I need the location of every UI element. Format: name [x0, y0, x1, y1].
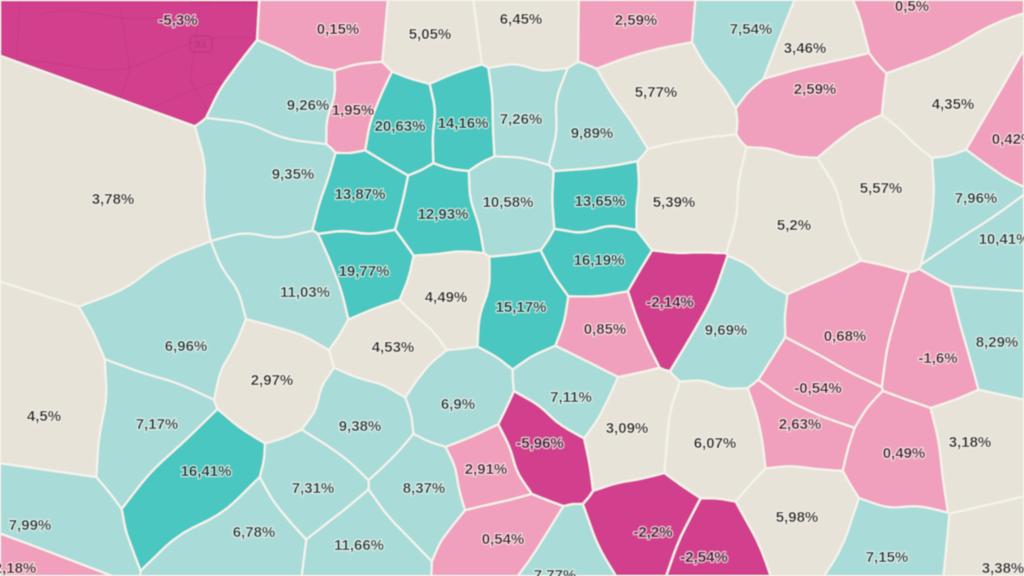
svg-text:5,77%: 5,77%	[635, 84, 678, 101]
svg-text:2,59%: 2,59%	[615, 12, 658, 29]
svg-text:0,15%: 0,15%	[317, 21, 360, 38]
svg-text:6,96%: 6,96%	[165, 338, 208, 355]
svg-text:0,68%: 0,68%	[824, 328, 867, 345]
svg-text:7,77%: 7,77%	[534, 567, 577, 576]
svg-text:3,18%: 3,18%	[949, 434, 992, 451]
svg-text:4,5%: 4,5%	[27, 408, 61, 425]
svg-text:7,31%: 7,31%	[292, 480, 335, 497]
svg-text:5,05%: 5,05%	[409, 26, 452, 43]
svg-text:4,35%: 4,35%	[932, 96, 975, 113]
svg-text:9,35%: 9,35%	[272, 166, 315, 183]
svg-text:1,95%: 1,95%	[332, 102, 375, 119]
svg-text:7,11%: 7,11%	[550, 389, 592, 406]
svg-text:6,07%: 6,07%	[694, 435, 737, 452]
svg-text:5,57%: 5,57%	[860, 180, 903, 197]
svg-text:-0,54%: -0,54%	[794, 380, 842, 397]
svg-text:3,09%: 3,09%	[606, 420, 649, 437]
svg-text:0,42%: 0,42%	[992, 131, 1024, 148]
svg-text:5,98%: 5,98%	[776, 509, 819, 526]
svg-text:16,41%: 16,41%	[181, 463, 232, 480]
svg-text:7,17%: 7,17%	[136, 416, 179, 433]
svg-text:6,9%: 6,9%	[441, 396, 475, 413]
svg-text:0,49%: 0,49%	[883, 445, 926, 462]
svg-text:2,91%: 2,91%	[465, 461, 508, 478]
svg-text:3,38%: 3,38%	[982, 560, 1024, 576]
svg-text:-1,6%: -1,6%	[918, 350, 957, 367]
svg-text:4,53%: 4,53%	[372, 339, 415, 356]
svg-text:7,96%: 7,96%	[955, 190, 998, 207]
svg-text:7,26%: 7,26%	[500, 111, 543, 128]
svg-text:9,69%: 9,69%	[705, 322, 748, 339]
svg-text:14,16%: 14,16%	[438, 115, 489, 132]
svg-text:19,77%: 19,77%	[339, 263, 390, 280]
svg-text:5,2%: 5,2%	[777, 217, 811, 234]
svg-text:-5,96%: -5,96%	[516, 435, 564, 452]
svg-text:10,41%: 10,41%	[979, 231, 1024, 248]
svg-text:10,58%: 10,58%	[483, 194, 534, 211]
svg-text:9,38%: 9,38%	[339, 418, 382, 435]
svg-text:20,63%: 20,63%	[375, 118, 426, 135]
svg-text:8,37%: 8,37%	[403, 480, 446, 497]
svg-text:2,59%: 2,59%	[794, 81, 837, 98]
svg-text:0,5%: 0,5%	[895, 0, 929, 15]
svg-text:0,85%: 0,85%	[584, 321, 627, 338]
svg-text:9,26%: 9,26%	[287, 97, 330, 114]
svg-text:3,78%: 3,78%	[92, 191, 135, 208]
svg-text:11,03%: 11,03%	[280, 284, 330, 301]
svg-text:9,89%: 9,89%	[571, 125, 614, 142]
svg-text:2,63%: 2,63%	[779, 416, 822, 433]
svg-text:7,15%: 7,15%	[866, 549, 909, 566]
svg-text:8,29%: 8,29%	[976, 334, 1019, 351]
svg-text:0,54%: 0,54%	[482, 531, 525, 548]
svg-text:16,19%: 16,19%	[574, 252, 625, 269]
svg-text:15,17%: 15,17%	[496, 299, 547, 316]
svg-text:7,99%: 7,99%	[9, 517, 52, 534]
svg-text:-2,54%: -2,54%	[680, 549, 728, 566]
svg-text:-2,2%: -2,2%	[633, 524, 672, 541]
svg-text:A6: A6	[195, 40, 207, 50]
svg-text:6,45%: 6,45%	[500, 11, 543, 28]
svg-text:13,65%: 13,65%	[575, 193, 626, 210]
svg-text:2,97%: 2,97%	[251, 372, 294, 389]
svg-text:3,46%: 3,46%	[784, 40, 827, 57]
svg-text:11,66%: 11,66%	[334, 537, 384, 554]
svg-text:4,49%: 4,49%	[425, 289, 468, 306]
svg-text:-5,3%: -5,3%	[158, 12, 197, 29]
svg-text:13,87%: 13,87%	[335, 186, 386, 203]
svg-text:12,93%: 12,93%	[418, 206, 469, 223]
svg-text:-2,14%: -2,14%	[646, 294, 694, 311]
svg-text:6,78%: 6,78%	[233, 524, 276, 541]
svg-text:2,18%: 2,18%	[0, 560, 36, 576]
svg-text:7,54%: 7,54%	[730, 21, 773, 38]
svg-text:5,39%: 5,39%	[653, 194, 696, 211]
